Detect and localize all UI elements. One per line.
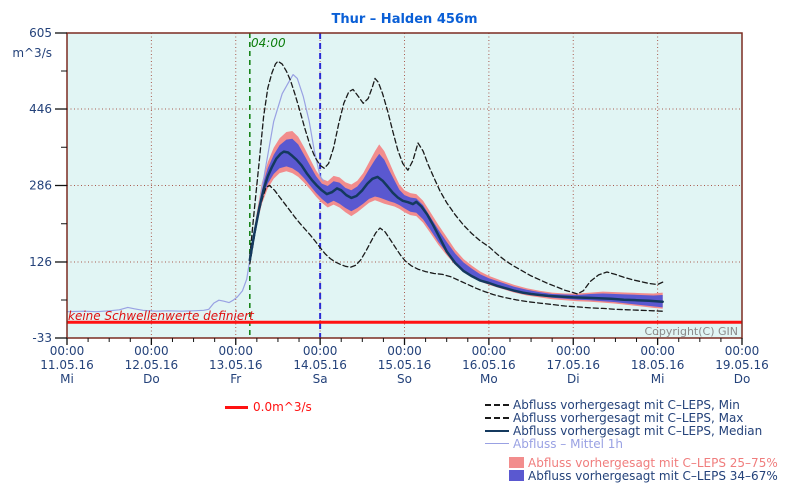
svg-text:11.05.16: 11.05.16 bbox=[40, 358, 93, 372]
copyright-note: Copyright(C) GIN bbox=[644, 325, 738, 338]
svg-text:00:00: 00:00 bbox=[303, 344, 338, 358]
band-34-67-swatch bbox=[509, 470, 524, 481]
threshold-line-swatch bbox=[225, 405, 248, 409]
legend-item-band-34-67: Abfluss vorhergesagt mit C–LEPS 34–67% bbox=[485, 468, 778, 483]
svg-text:18.05.16: 18.05.16 bbox=[631, 358, 684, 372]
thin-line-swatch bbox=[485, 443, 509, 444]
svg-text:Di: Di bbox=[567, 372, 580, 386]
svg-text:00:00: 00:00 bbox=[50, 344, 85, 358]
svg-text:Mo: Mo bbox=[480, 372, 498, 386]
dashed-line-swatch bbox=[485, 403, 509, 406]
svg-text:So: So bbox=[397, 372, 412, 386]
series-legend-lines: Abfluss vorhergesagt mit C–LEPS, Min Abf… bbox=[485, 397, 763, 451]
svg-text:-33: -33 bbox=[32, 331, 52, 345]
legend-item-cleps-max: Abfluss vorhergesagt mit C–LEPS, Max bbox=[485, 410, 762, 425]
solid-line-swatch bbox=[485, 429, 509, 432]
legend-item-band-25-75: Abfluss vorhergesagt mit C–LEPS 25–75% bbox=[485, 455, 778, 470]
svg-text:Do: Do bbox=[734, 372, 751, 386]
svg-text:00:00: 00:00 bbox=[556, 344, 591, 358]
svg-text:00:00: 00:00 bbox=[387, 344, 422, 358]
series-legend-bands: Abfluss vorhergesagt mit C–LEPS 25–75% A… bbox=[485, 455, 778, 483]
legend-label: Abfluss vorhergesagt mit C–LEPS, Median bbox=[513, 423, 763, 438]
legend-label: Abfluss vorhergesagt mit C–LEPS, Min bbox=[513, 397, 740, 412]
svg-text:15.05.16: 15.05.16 bbox=[378, 358, 431, 372]
svg-text:17.05.16: 17.05.16 bbox=[547, 358, 600, 372]
svg-text:00:00: 00:00 bbox=[134, 344, 169, 358]
svg-text:19.05.16: 19.05.16 bbox=[715, 358, 768, 372]
legend-item-mittel-1h: Abfluss – Mittel 1h bbox=[485, 436, 762, 451]
svg-text:m^3/s: m^3/s bbox=[12, 46, 52, 60]
svg-text:00:00: 00:00 bbox=[725, 344, 760, 358]
legend-label: Abfluss vorhergesagt mit C–LEPS 34–67% bbox=[528, 468, 778, 483]
legend-item-cleps-min: Abfluss vorhergesagt mit C–LEPS, Min bbox=[485, 397, 762, 412]
svg-text:16.05.16: 16.05.16 bbox=[462, 358, 515, 372]
svg-text:Sa: Sa bbox=[313, 372, 328, 386]
svg-text:446: 446 bbox=[29, 102, 52, 116]
svg-text:13.05.16: 13.05.16 bbox=[209, 358, 262, 372]
svg-text:00:00: 00:00 bbox=[472, 344, 507, 358]
svg-text:Mi: Mi bbox=[651, 372, 665, 386]
no-threshold-note: keine Schwellenwerte definiert bbox=[68, 309, 254, 323]
svg-text:00:00: 00:00 bbox=[640, 344, 675, 358]
threshold-legend-label: 0.0m^3/s bbox=[253, 400, 312, 414]
band-25-75-swatch bbox=[509, 457, 524, 468]
legend-label: Abfluss vorhergesagt mit C–LEPS 25–75% bbox=[528, 455, 778, 470]
forecast-start-time-label: 04:00 bbox=[251, 36, 286, 50]
svg-text:12.05.16: 12.05.16 bbox=[125, 358, 178, 372]
legend-label: Abfluss – Mittel 1h bbox=[513, 436, 623, 451]
svg-text:Do: Do bbox=[143, 372, 160, 386]
svg-text:605: 605 bbox=[29, 26, 52, 40]
svg-text:Fr: Fr bbox=[230, 372, 241, 386]
svg-text:14.05.16: 14.05.16 bbox=[293, 358, 346, 372]
threshold-legend: 0.0m^3/s bbox=[225, 400, 312, 414]
svg-text:00:00: 00:00 bbox=[218, 344, 253, 358]
legend-item-cleps-median: Abfluss vorhergesagt mit C–LEPS, Median bbox=[485, 423, 763, 438]
page-title: Thur – Halden 456m bbox=[331, 12, 478, 27]
svg-text:126: 126 bbox=[29, 255, 52, 269]
svg-text:286: 286 bbox=[29, 179, 52, 193]
dashed-line-swatch bbox=[485, 416, 509, 419]
legend-label: Abfluss vorhergesagt mit C–LEPS, Max bbox=[513, 410, 744, 425]
svg-text:Mi: Mi bbox=[60, 372, 74, 386]
